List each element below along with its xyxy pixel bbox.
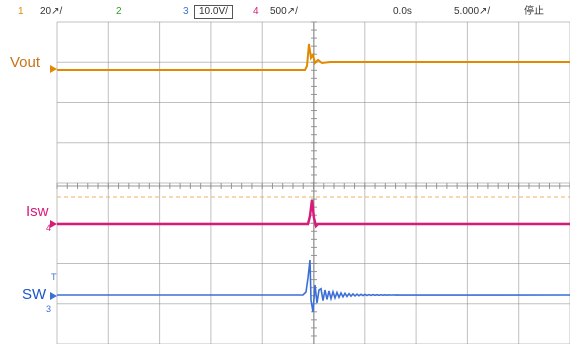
isw-trace: [57, 199, 570, 229]
ch4-marker-label: 4: [46, 223, 51, 233]
isw-label: Isw: [26, 203, 49, 220]
vout-label: Vout: [10, 54, 41, 71]
ch4-scale: 500↗/: [270, 6, 298, 17]
ch3-marker-label: 3: [46, 304, 51, 314]
trigger-level-marker: T: [51, 272, 57, 282]
ch1-number: 1: [18, 6, 24, 17]
timebase: 5.000↗/: [454, 6, 491, 17]
ch4-ground-marker: [50, 220, 57, 228]
ch3-ground-marker: [50, 292, 57, 300]
ch1-scale: 20↗/: [40, 6, 63, 17]
ch4-number: 4: [253, 6, 259, 17]
ch2-number: 2: [116, 6, 122, 17]
run-state[interactable]: 停止: [524, 6, 544, 17]
ch3-number: 3: [183, 6, 189, 17]
ch1-ground-marker: [50, 65, 57, 73]
horizontal-position: 0.0s: [393, 6, 412, 17]
status-bar: 1 20↗/ 2 3 10.0V/ 4 500↗/ 0.0s 5.000↗/ 停…: [0, 0, 570, 22]
sw-label: SW: [22, 286, 47, 303]
ch3-scale[interactable]: 10.0V/: [194, 5, 233, 19]
sw-trace: [57, 259, 570, 313]
vout-trace: [57, 43, 570, 71]
